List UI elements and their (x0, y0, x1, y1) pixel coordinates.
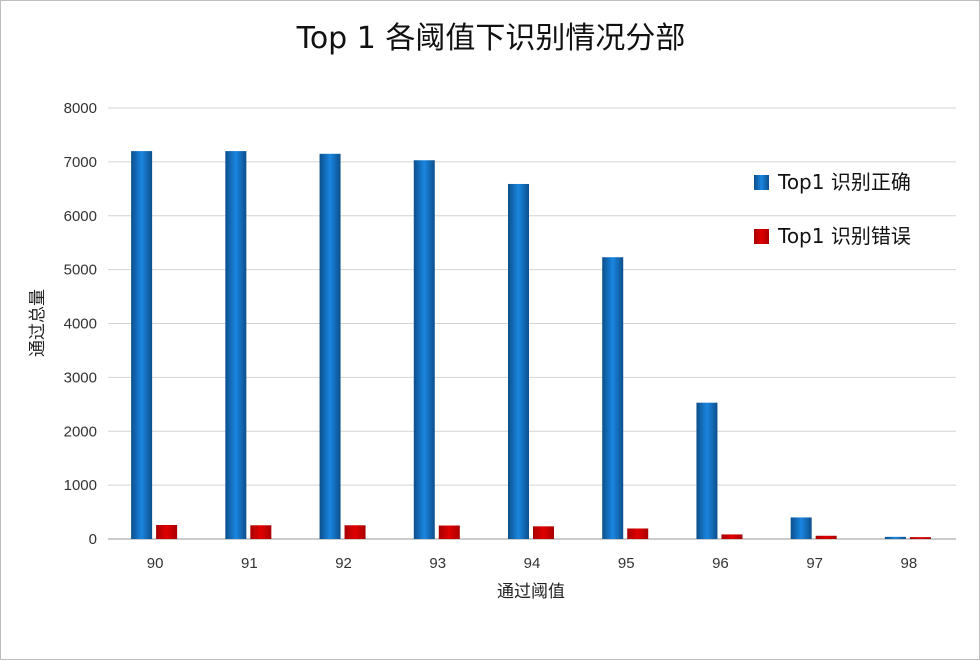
y-tick-label: 6000 (64, 208, 97, 225)
bar-error-95 (627, 528, 649, 539)
x-tick-label: 95 (618, 555, 635, 572)
bar-error-94 (533, 526, 554, 539)
x-tick-label: 96 (712, 555, 729, 572)
bar-correct-94 (508, 183, 529, 539)
x-tick-label: 94 (524, 555, 541, 572)
bar-error-93 (438, 525, 460, 539)
y-axis-title: 通过总量 (28, 289, 48, 357)
bar-error-97 (815, 535, 837, 539)
bar-correct-98 (884, 536, 906, 539)
bar-correct-90 (131, 151, 153, 539)
x-tick-label: 91 (241, 555, 258, 572)
y-tick-label: 7000 (64, 154, 97, 171)
tick-labels: 0 1000 2000 3000 4000 5000 6000 7000 8000 90 91 92 9… (64, 100, 918, 572)
y-tick-label: 4000 (64, 316, 97, 333)
y-tick-label: 3000 (64, 369, 97, 386)
y-tick-label: 8000 (64, 100, 97, 117)
y-tick-label: 2000 (64, 423, 97, 440)
legend-swatch (754, 175, 769, 190)
x-axis-title: 通过阈值 (497, 582, 565, 602)
legend: Top1 识别正确 Top1 识别错误 (754, 170, 911, 248)
bar-error-92 (344, 525, 366, 539)
bar-correct-91 (225, 151, 247, 539)
y-tick-label: 1000 (64, 477, 97, 494)
y-tick-label: 5000 (64, 262, 97, 279)
legend-swatch (754, 229, 769, 244)
bars (131, 151, 931, 540)
x-tick-label: 90 (147, 555, 164, 572)
y-tick-label: 0 (89, 531, 97, 548)
bar-error-90 (156, 524, 178, 539)
bar-error-98 (909, 537, 931, 539)
bar-correct-96 (696, 402, 718, 539)
x-tick-label: 93 (429, 555, 446, 572)
bar-error-96 (721, 534, 743, 539)
bar-correct-97 (790, 517, 812, 539)
legend-label: Top1 识别正确 (777, 170, 911, 194)
grid (108, 107, 956, 540)
x-tick-label: 97 (806, 555, 823, 572)
chart-title: Top 1 各阈值下识别情况分部 (296, 21, 686, 56)
bar-error-91 (250, 525, 272, 539)
legend-label: Top1 识别错误 (777, 224, 911, 248)
x-tick-label: 92 (335, 555, 352, 572)
x-tick-label: 98 (901, 555, 918, 572)
bar-correct-92 (319, 153, 341, 539)
bar-correct-93 (413, 160, 435, 540)
bar-correct-95 (602, 257, 624, 539)
